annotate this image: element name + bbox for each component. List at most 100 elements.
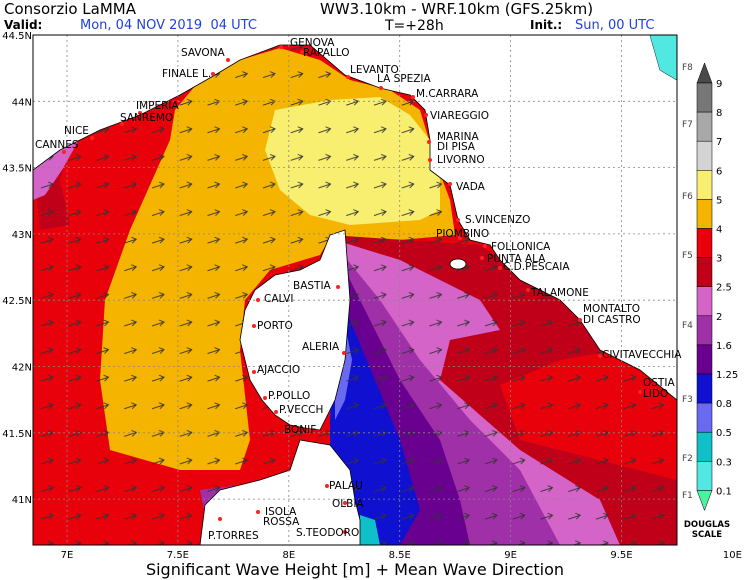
force-label: F7 [682, 120, 693, 130]
colorbar-triangle [696, 62, 713, 84]
place-dot [448, 182, 452, 186]
place-label: VADA [456, 181, 486, 193]
force-label: F2 [682, 454, 693, 464]
force-label: F1 [682, 491, 693, 501]
place-dot [62, 150, 66, 154]
colorbar-label: 4 [716, 225, 722, 236]
place-label: LEVANTO [350, 64, 399, 76]
valid-label: Valid: [4, 18, 42, 32]
colorbar-band [696, 286, 713, 317]
colorbar-band [696, 344, 713, 375]
place-dot [480, 256, 484, 260]
place-dot [424, 113, 428, 117]
init-time: Sun, 00 UTC [575, 18, 654, 33]
place-dot [343, 501, 347, 505]
colorbar-band [696, 257, 713, 287]
force-label: F4 [682, 321, 693, 331]
place-dot [342, 351, 346, 355]
colorbar-band [696, 82, 713, 113]
place-label: PORTO [257, 320, 293, 332]
lat-label: 44.5N [2, 31, 32, 42]
place-label: PIOMBINO [436, 228, 489, 240]
colorbar-label: 6 [716, 166, 722, 177]
colorbar-band [696, 111, 713, 142]
place-dot [307, 428, 311, 432]
scale-label: SCALE [692, 530, 722, 540]
place-label: C.D.PESCAIA [503, 261, 570, 273]
footer: Significant Wave Height [m] + Mean Wave … [146, 560, 564, 579]
colorbar-band [696, 315, 713, 346]
place-dot [336, 285, 340, 289]
force-label: F3 [682, 395, 693, 405]
lon-label: 10E [723, 550, 742, 561]
colorbar-label: 0.8 [716, 399, 732, 410]
place-label: VIAREGGIO [430, 110, 489, 122]
colorbar-label: 1.6 [716, 341, 732, 352]
place-label: PUNTA ALA [487, 253, 546, 265]
place-label: P.TORRES [208, 530, 259, 542]
place-label: NICE [64, 125, 89, 137]
lon-label: 7.5E [167, 550, 189, 561]
colorbar-label: 7 [716, 137, 722, 148]
place-dot [226, 58, 230, 62]
lat-label: 41N [12, 495, 32, 506]
place-dot [252, 370, 256, 374]
colorbar-band [696, 140, 713, 171]
place-dot [300, 50, 304, 54]
place-label: CIVITAVECCHIA [602, 349, 682, 361]
place-label: TALAMONE [530, 287, 589, 299]
place-label: BASTIA [293, 280, 332, 292]
place-dot [211, 72, 215, 76]
colorbar-band [696, 431, 713, 462]
place-label: GENOVA [290, 37, 335, 49]
place-dot [343, 530, 347, 534]
place-label: FOLLONICA [491, 241, 551, 253]
place-label: FINALE L. [162, 68, 211, 80]
lon-label: 7E [61, 550, 74, 561]
place-dot [279, 45, 283, 49]
place-dot [428, 158, 432, 162]
place-label: RAPALLO [303, 47, 350, 59]
place-label: P.POLLO [268, 390, 310, 402]
place-label: ROSSA [263, 516, 300, 528]
place-dot [218, 517, 222, 521]
place-dot [379, 86, 383, 90]
lat-label: 43N [12, 230, 32, 241]
place-label: CALVI [264, 293, 294, 305]
place-label: BONIF [284, 424, 316, 436]
place-dot [483, 244, 487, 248]
mainland [33, 35, 677, 401]
lon-label: 8.5E [389, 550, 411, 561]
place-label: M.CARRARA [416, 88, 479, 100]
place-dot [498, 266, 502, 270]
place-label: ISOLA [265, 506, 297, 518]
place-dot [256, 510, 260, 514]
elba [449, 258, 467, 270]
lead-time: T=+28h [384, 18, 444, 34]
colorbar-label: 2.5 [716, 283, 732, 294]
lat-label: 43.5N [2, 164, 32, 175]
colorbar-band [696, 402, 713, 433]
force-label: F8 [682, 63, 693, 73]
lat-label: 41.5N [2, 429, 32, 440]
place-dot [346, 75, 350, 79]
place-label: MONTALTO [583, 303, 640, 315]
place-label: PALAU [329, 480, 363, 492]
place-dot [90, 136, 94, 140]
colorbar-band [696, 228, 713, 258]
place-dot [526, 288, 530, 292]
place-label: S.TEODORO [296, 527, 359, 539]
colorbar-band [696, 199, 713, 229]
valid-time: Mon, 04 NOV 2019 04 UTC [80, 18, 257, 33]
place-label: IMPERIA [136, 100, 180, 112]
place-dot [252, 324, 256, 328]
place-dot [458, 236, 462, 240]
map-area [33, 35, 677, 545]
colorbar-band [696, 373, 713, 404]
place-dot [638, 390, 642, 394]
place-dot [325, 484, 329, 488]
place-label: OLBIA [332, 498, 364, 510]
place-dot [578, 318, 582, 322]
corsica [239, 229, 351, 431]
